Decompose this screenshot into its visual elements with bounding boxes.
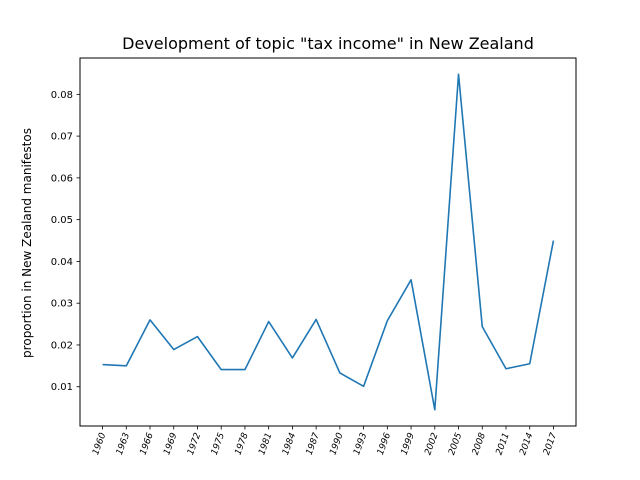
x-tick-label: 1975 [210,431,227,456]
x-tick-label: 2017 [542,431,559,456]
plot-frame [79,57,577,427]
y-tick-label: 0.07 [51,132,73,143]
y-tick-label: 0.04 [51,257,73,268]
x-tick-label: 1963 [115,431,132,456]
y-tick-label: 0.03 [51,299,73,310]
x-tick-label: 1993 [352,431,369,456]
x-tick-label: 1960 [91,431,108,456]
x-tick-label: 2011 [495,432,512,457]
series-line-0 [102,73,555,411]
y-tick-label: 0.06 [51,173,73,184]
x-tick-label: 1969 [162,431,179,456]
x-tick-label: 2014 [518,431,535,456]
x-tick-label: 1984 [281,431,298,456]
x-tick-label: 2005 [447,431,464,456]
chart-title: Development of topic "tax income" in New… [122,34,534,53]
x-tick-label: 1987 [305,431,322,456]
x-tick-label: 1978 [234,431,251,456]
y-axis-label: proportion in New Zealand manifestos [20,128,34,358]
y-tick-label: 0.01 [51,382,73,393]
x-tick-label: 1999 [400,431,417,456]
x-tick-label: 2002 [423,431,440,456]
y-tick-label: 0.08 [51,90,73,101]
x-tick-label: 1972 [186,431,203,456]
y-tick-label: 0.05 [51,215,73,226]
x-tick-label: 1990 [328,431,345,456]
x-tick-label: 1981 [257,432,274,457]
x-tick-label: 2008 [471,431,488,456]
x-tick-label: 1996 [376,431,393,456]
y-tick-label: 0.02 [51,340,73,351]
x-tick-label: 1966 [139,431,156,456]
plot-area: 0.01 0.02 0.03 0.04 0.05 0.06 0.07 0.08 1960 1963… [51,73,559,457]
